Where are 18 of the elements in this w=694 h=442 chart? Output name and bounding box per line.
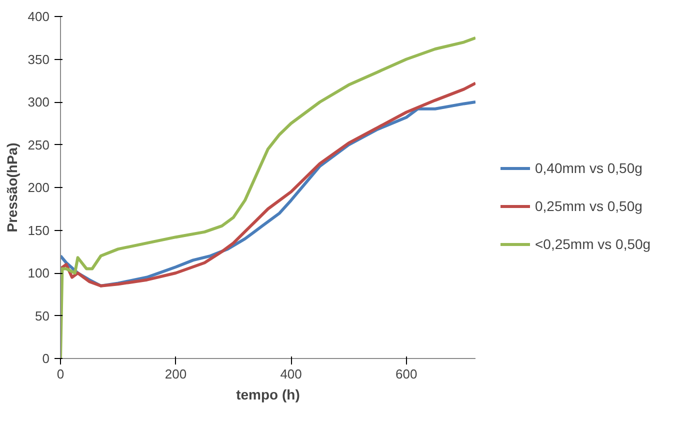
- legend-label: 0,40mm vs 0,50g: [535, 160, 642, 176]
- legend-label: 0,25mm vs 0,50g: [535, 198, 642, 214]
- y-tick-label: 250: [28, 137, 50, 152]
- y-tick-label: 200: [28, 180, 50, 195]
- y-tick-label: 350: [28, 52, 50, 67]
- y-tick-label: 0: [42, 351, 50, 366]
- legend-label: <0,25mm vs 0,50g: [535, 236, 651, 252]
- y-axis-title: Pressão(hPa): [4, 142, 20, 232]
- x-tick-label: 600: [395, 366, 418, 382]
- x-tick-label: 200: [164, 366, 187, 382]
- x-tick-label: 0: [56, 366, 64, 382]
- x-tick-label: 400: [280, 366, 302, 382]
- y-tick-label: 50: [35, 308, 50, 324]
- y-tick-label: 150: [28, 222, 50, 238]
- y-tick-label: 100: [28, 266, 50, 280]
- y-tick-label: 400: [28, 9, 50, 24]
- y-tick-label: 300: [28, 94, 50, 110]
- x-axis-title: tempo (h): [236, 386, 300, 402]
